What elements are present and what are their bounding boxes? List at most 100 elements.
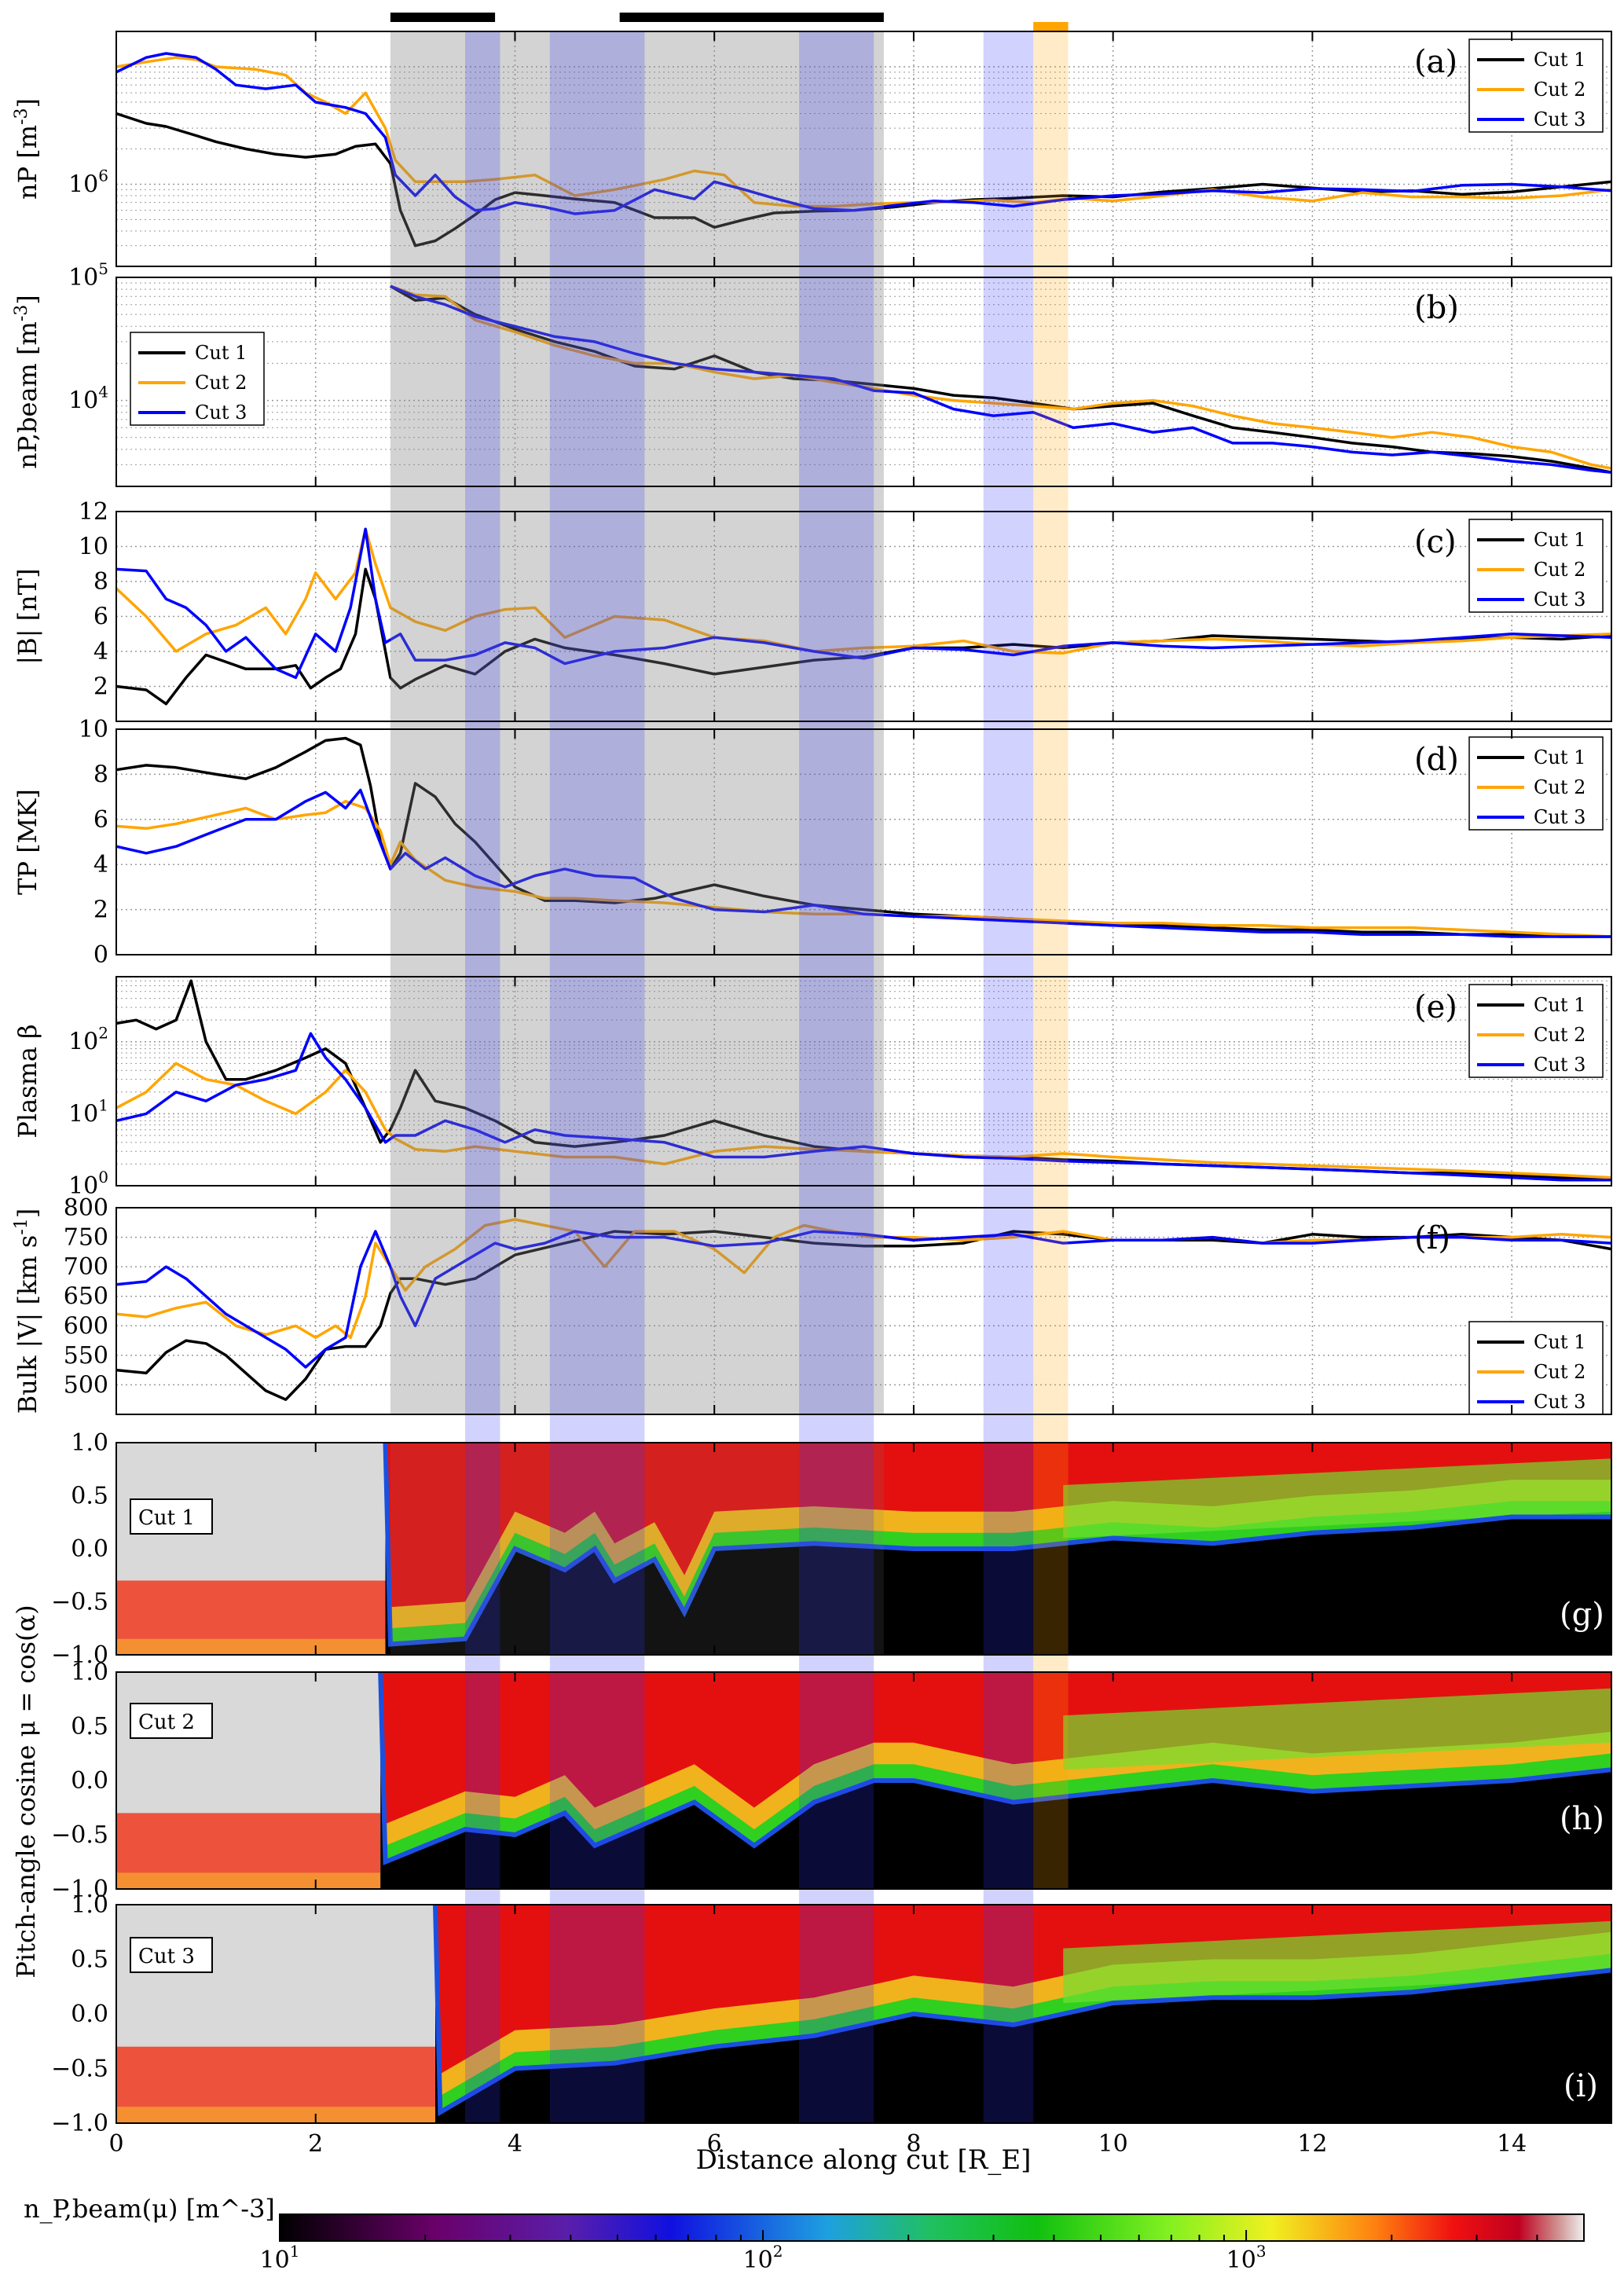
blue-shade — [799, 31, 874, 2123]
x-tick-labels: 0 2 4 6 8 10 12 14 — [108, 2130, 1527, 2158]
y-axis-label-b: nP,beam [m-3] — [12, 295, 42, 469]
y-tick-label-c: 10 — [79, 534, 108, 561]
legend-box-f — [1468, 1321, 1604, 1415]
legend-entry-1: Cut 1 — [1534, 49, 1586, 71]
orange-shade — [1033, 31, 1069, 1889]
frame-g — [115, 1442, 1612, 1656]
y-tick-label-f: 600 — [64, 1312, 108, 1340]
pitch-y-tick: 1.0 — [71, 1891, 108, 1919]
series-line-b-cut1 — [390, 284, 1612, 474]
cut-1-label: Cut 1 — [138, 1506, 195, 1530]
series-line-c-cut2 — [115, 527, 1612, 655]
frame-h — [115, 1671, 1612, 1890]
pitch-y-tick: −0.5 — [51, 2056, 108, 2083]
tail-green-region — [1063, 1920, 1611, 2004]
legend-entry-2: Cut 2 — [1534, 559, 1586, 581]
panel-label-g: (g) — [1560, 1597, 1604, 1633]
legend-box-c — [1468, 519, 1604, 613]
frame-d — [115, 728, 1612, 955]
tail-green-region — [1063, 1688, 1611, 1770]
empty-region — [435, 1905, 1611, 2123]
pitch-panel-h: −1.0 −0.5 0.0 0.5 1.0 — [51, 1659, 1612, 1903]
pitch-labels: Cut 1 Cut 2 Cut 3 (g) (h) (i) — [130, 1498, 1604, 2104]
y-axis-label-d: TP [MK] — [13, 789, 42, 895]
legend-entry-2: Cut 2 — [195, 372, 247, 394]
gray-shade-g — [390, 1443, 884, 1655]
panel-label-c: (c) — [1414, 524, 1457, 560]
series-line-e-cut2 — [115, 1062, 1612, 1179]
colorbar-tick-label: 102 — [743, 2242, 783, 2274]
cut-3-label: Cut 3 — [138, 1945, 195, 1968]
series-line-f-cut3 — [115, 1230, 1612, 1369]
pitch-y-tick: 1.0 — [71, 1429, 108, 1457]
legend-entry-1: Cut 1 — [1534, 529, 1586, 551]
pitch-y-tick: −0.5 — [51, 1589, 108, 1616]
pitch-y-tick: −1.0 — [51, 1641, 108, 1669]
pitch-y-tick: −1.0 — [51, 1876, 108, 1903]
x-tick-label: 12 — [1297, 2130, 1327, 2158]
panel-c: 2 4 6 8 10 12 |B| [nT] (c) Cut 1 Cut 2 Cut 3 — [13, 498, 1612, 721]
series-line-e-cut3 — [115, 1032, 1611, 1182]
x-tick-label: 0 — [108, 2130, 123, 2158]
x-tick-label: 10 — [1098, 2130, 1128, 2158]
series-line-c-cut3 — [115, 527, 1612, 680]
y-tick-label-c: 12 — [79, 498, 108, 526]
y-tick-label-e: 101 — [68, 1095, 108, 1128]
legend-box-a — [1468, 39, 1604, 133]
panel-bg-f — [116, 1208, 1611, 1414]
beam-low-band — [435, 1905, 1611, 2113]
legend-entry-3: Cut 3 — [1534, 806, 1586, 828]
series-line-a-cut1 — [115, 112, 1612, 248]
y-tick-label-a: 106 — [68, 167, 108, 199]
legend-entry-1: Cut 1 — [195, 342, 247, 364]
panel-label-f: (f) — [1414, 1220, 1450, 1256]
panel-frames — [115, 31, 1612, 2124]
pitch-y-tick: 0.0 — [71, 2001, 108, 2028]
y-tick-label-c: 8 — [93, 568, 108, 596]
beam-boundary — [378, 1671, 1612, 1865]
y-tick-label-f: 650 — [64, 1283, 108, 1311]
legend-entry-3: Cut 3 — [1534, 108, 1586, 130]
pitch-panel-g: −1.0 −0.5 0.0 0.5 1.0 — [51, 1429, 1611, 1669]
legend-entry-2: Cut 2 — [1534, 79, 1586, 101]
cut-1-label-box — [130, 1498, 213, 1535]
low-left-beam-edge — [116, 2107, 435, 2123]
y-tick-label-f: 800 — [64, 1194, 108, 1222]
y-tick-label-e: 102 — [68, 1024, 108, 1056]
beam-boundary — [383, 1442, 1611, 1647]
y-tick-label-d: 8 — [93, 761, 108, 788]
x-tick-label: 2 — [308, 2130, 323, 2158]
y-tick-label-b: 105 — [68, 259, 108, 292]
panel-label-e: (e) — [1414, 989, 1457, 1025]
frame-b — [115, 277, 1612, 487]
legend-entry-2: Cut 2 — [1534, 1361, 1586, 1383]
empty-region — [380, 1672, 1612, 1889]
gray-shade — [390, 31, 884, 1414]
panel-d: 0 2 4 6 8 10 TP [MK] (d) Cut 1 Cut 2 Cut 3 — [13, 716, 1612, 969]
pitch-y-tick: 0.0 — [71, 1535, 108, 1563]
y-tick-label-f: 750 — [64, 1224, 108, 1252]
pitch-y-tick: −1.0 — [51, 2110, 108, 2137]
series-line-b-cut2 — [390, 284, 1612, 470]
legend-box-d — [1468, 736, 1604, 831]
low-left-beam-edge — [116, 1872, 381, 1889]
legend-entry-1: Cut 1 — [1534, 994, 1586, 1016]
panel-label-h: (h) — [1560, 1801, 1604, 1837]
panel-b: 104 105 nP,beam [m-3] (b) Cut 1 Cut 2 Cut 3 — [12, 259, 1612, 487]
panel-label-b: (b) — [1414, 290, 1459, 326]
series-line-d-cut2 — [115, 800, 1612, 938]
y-axis-label-c: |B| [nT] — [13, 568, 42, 664]
y-tick-label-c: 6 — [93, 603, 108, 631]
beam-boundary — [433, 1904, 1612, 2117]
pitch-y-tick: 0.5 — [71, 1483, 108, 1510]
y-tick-label-c: 2 — [93, 673, 108, 701]
series-line-d-cut1 — [115, 736, 1611, 938]
legend-entry-3: Cut 3 — [1534, 1391, 1586, 1413]
colorbar-ticks: 101 102 103 — [260, 2230, 1585, 2274]
y-tick-label-c: 4 — [93, 638, 108, 666]
y-tick-label-d: 6 — [93, 806, 108, 834]
legend-entry-1: Cut 1 — [1534, 1331, 1586, 1353]
cut-2-label-box — [130, 1703, 213, 1739]
y-axis-label-f: Bulk |V| [km s-1] — [12, 1209, 42, 1414]
